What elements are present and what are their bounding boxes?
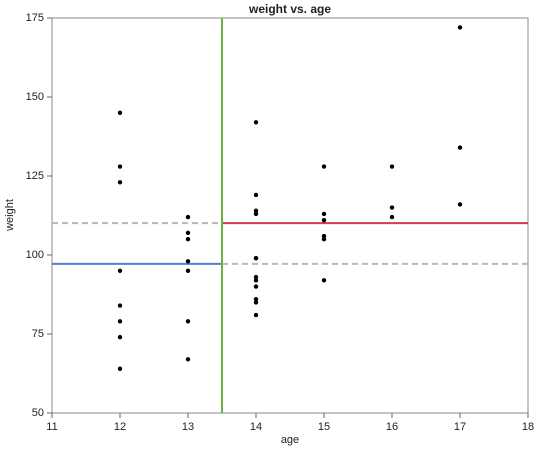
x-tick-label: 12	[114, 421, 126, 433]
point	[321, 278, 327, 283]
point	[253, 312, 259, 318]
point	[185, 259, 191, 264]
y-tick-label: 175	[26, 12, 44, 24]
y-tick-label: 50	[32, 407, 44, 419]
point	[117, 319, 123, 324]
x-tick-label: 14	[250, 421, 262, 433]
point	[457, 145, 463, 150]
point	[253, 192, 259, 198]
point	[389, 164, 395, 169]
point	[185, 319, 191, 324]
point	[253, 255, 259, 261]
point	[117, 268, 123, 273]
y-tick-label: 75	[32, 328, 44, 340]
point	[253, 211, 259, 217]
point	[457, 202, 463, 207]
x-tick-label: 16	[386, 421, 398, 433]
y-axis-label: weight	[4, 199, 16, 232]
point	[185, 268, 191, 273]
point	[321, 218, 327, 223]
x-tick-label: 11	[46, 421, 57, 433]
plot-frame	[51, 17, 529, 414]
point	[389, 214, 395, 220]
point	[321, 164, 327, 169]
point	[185, 214, 191, 220]
point	[253, 297, 259, 302]
y-tick-label: 125	[26, 170, 44, 182]
point	[117, 180, 123, 185]
chart-title: weight vs. age	[248, 2, 331, 16]
point	[321, 233, 327, 239]
point	[253, 274, 259, 280]
y-tick-label: 150	[26, 91, 44, 103]
point	[117, 164, 123, 169]
x-axis-label: age	[281, 434, 299, 446]
point	[457, 25, 463, 30]
y-tick-label: 100	[26, 249, 44, 261]
point	[117, 334, 123, 340]
point	[253, 300, 259, 305]
point	[253, 120, 259, 125]
point	[321, 237, 327, 242]
point	[321, 211, 327, 217]
x-tick-label: 15	[318, 421, 330, 433]
x-tick-label: 18	[522, 421, 534, 433]
point	[253, 208, 259, 213]
point	[117, 366, 123, 371]
point	[117, 110, 123, 116]
x-tick-label: 13	[182, 421, 194, 433]
point	[253, 278, 259, 283]
point	[185, 237, 191, 242]
point	[185, 357, 191, 362]
point	[389, 205, 395, 210]
x-tick-label: 17	[454, 421, 466, 433]
point	[185, 230, 191, 236]
point	[253, 284, 259, 289]
point	[117, 303, 123, 308]
